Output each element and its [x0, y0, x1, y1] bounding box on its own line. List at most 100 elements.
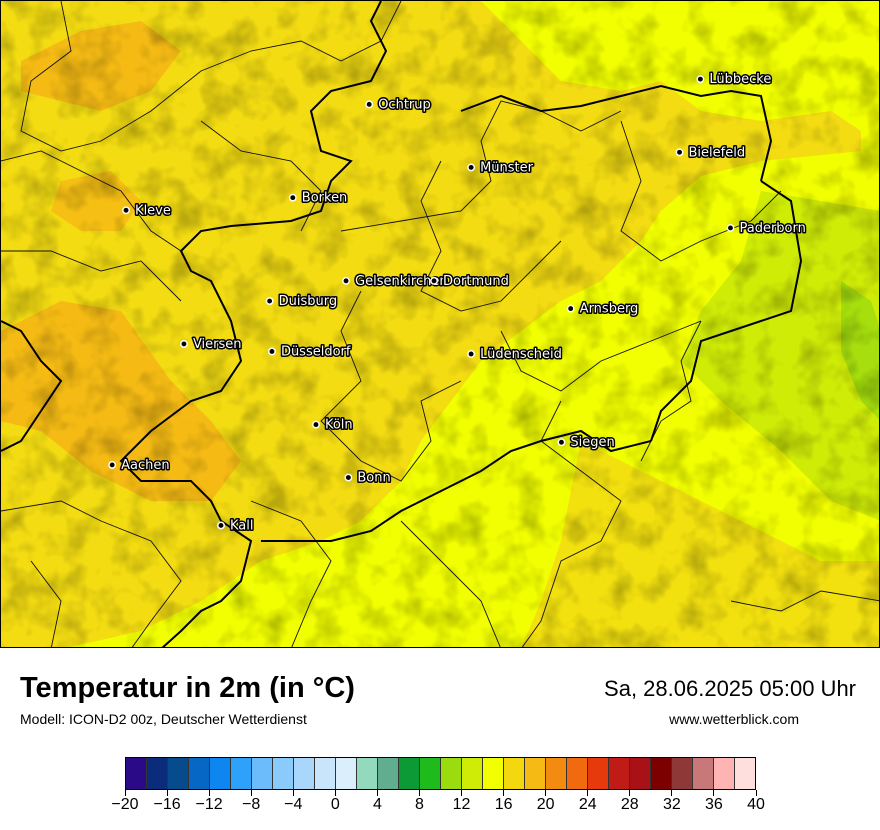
colorbar-segment [273, 758, 294, 789]
city-marker: Arnsberg [566, 300, 640, 318]
city-dot [217, 521, 225, 530]
city-dot [288, 193, 297, 202]
city-dot [566, 304, 575, 313]
map-title: Temperatur in 2m (in °C) [20, 672, 355, 704]
website-url[interactable]: www.wetterblick.com [669, 711, 799, 727]
city-label: Köln [325, 418, 353, 433]
city-dot [344, 473, 353, 482]
city-label: Paderborn [739, 221, 805, 236]
colorbar-tick [124, 790, 126, 796]
colorbar-segment [735, 758, 755, 789]
temperature-map: Lübbecke Ochtrup Bielefeld Münster Borken Kle… [0, 0, 880, 648]
colorbar-tick-label: 0 [330, 796, 340, 813]
state-borders [1, 1, 803, 647]
city-label: Gelsenkirchen [355, 274, 448, 289]
temperature-colorbar [125, 757, 756, 790]
colorbar-tick [587, 790, 589, 796]
colorbar-segment [567, 758, 588, 789]
map-footer: Temperatur in 2m (in °C) Modell: ICON-D2… [0, 648, 880, 830]
city-markers: Lübbecke Ochtrup Bielefeld Münster Borken Kle… [108, 71, 807, 535]
colorbar-segment [651, 758, 672, 789]
colorbar-segment [714, 758, 735, 789]
city-label: Ochtrup [378, 97, 431, 112]
city-dot [430, 276, 439, 285]
colorbar-tick [166, 790, 168, 796]
map-canvas: Lübbecke Ochtrup Bielefeld Münster Borken Kle… [1, 1, 879, 647]
city-marker: Kleve [122, 202, 172, 220]
city-dot [675, 148, 684, 157]
city-dot [108, 460, 117, 469]
city-marker: Münster [467, 159, 535, 177]
forecast-datetime: Sa, 28.06.2025 05:00 Uhr [604, 676, 856, 701]
city-label: Duisburg [279, 294, 338, 309]
city-label: Borken [302, 191, 348, 206]
city-label: Arnsberg [580, 302, 639, 317]
colorbar-segment [336, 758, 357, 789]
city-dot [365, 100, 374, 109]
city-marker: Viersen [179, 335, 243, 353]
colorbar-segment [210, 758, 231, 789]
colorbar-segment [126, 758, 147, 789]
colorbar-tick [713, 790, 715, 796]
colorbar-segment [357, 758, 378, 789]
city-marker: Köln [311, 416, 354, 434]
colorbar-segment [483, 758, 504, 789]
colorbar-tick [503, 790, 505, 796]
colorbar-segment [462, 758, 483, 789]
colorbar-segment [441, 758, 462, 789]
colorbar-segment [168, 758, 189, 789]
city-label: Aachen [121, 458, 169, 473]
colorbar-segment [189, 758, 210, 789]
city-label: Kall [230, 518, 254, 533]
colorbar-segment [294, 758, 315, 789]
city-dot [726, 223, 735, 232]
city-dot [179, 339, 188, 348]
colorbar-tick-label: 36 [705, 796, 723, 813]
colorbar-tick-label: −16 [153, 796, 181, 813]
colorbar-tick-label: 12 [452, 796, 471, 813]
city-dot [122, 206, 131, 215]
colorbar-tick [629, 790, 631, 796]
colorbar-tick-label: 40 [747, 796, 765, 813]
city-marker: Lüdenscheid [467, 345, 563, 363]
colorbar-segment [315, 758, 336, 789]
city-marker: Paderborn [726, 219, 807, 237]
city-label: Viersen [193, 337, 242, 352]
colorbar-tick-label: 20 [536, 796, 555, 813]
colorbar-segment [630, 758, 651, 789]
city-marker: Dortmund [430, 272, 510, 290]
city-marker: Düsseldorf [267, 343, 352, 361]
colorbar-segment [609, 758, 630, 789]
city-marker: Ochtrup [365, 96, 432, 114]
city-dot [696, 75, 705, 84]
city-label: Bonn [357, 471, 390, 486]
city-marker: Kall [217, 517, 255, 535]
city-dot [267, 347, 276, 356]
colorbar-segment [399, 758, 420, 789]
city-marker: Aachen [108, 456, 171, 474]
colorbar-segment [525, 758, 546, 789]
city-dot [467, 163, 476, 172]
colorbar-tick [418, 790, 420, 796]
city-marker: Bonn [344, 469, 392, 487]
colorbar-tick [376, 790, 378, 796]
colorbar-segment [231, 758, 252, 789]
city-label: Münster [480, 160, 534, 175]
district-boundaries [1, 1, 879, 647]
colorbar-ticks: −20 −16 −12 −8 −4 0 4 8 12 16 20 24 28 32 36 40 [111, 790, 765, 820]
colorbar-tick-label: 32 [662, 796, 681, 813]
city-dot [311, 420, 320, 429]
colorbar-segment [672, 758, 693, 789]
city-marker: Gelsenkirchen [342, 272, 449, 290]
colorbar-segment [378, 758, 399, 789]
colorbar-tick-label: −20 [111, 796, 139, 813]
colorbar-tick [334, 790, 336, 796]
city-marker: Borken [288, 189, 349, 207]
city-dot [557, 438, 566, 447]
colorbar-segment [693, 758, 714, 789]
colorbar-tick [461, 790, 463, 796]
city-marker: Lübbecke [696, 71, 773, 89]
colorbar-tick [755, 790, 757, 796]
colorbar-segment [546, 758, 567, 789]
colorbar-tick [292, 790, 294, 796]
